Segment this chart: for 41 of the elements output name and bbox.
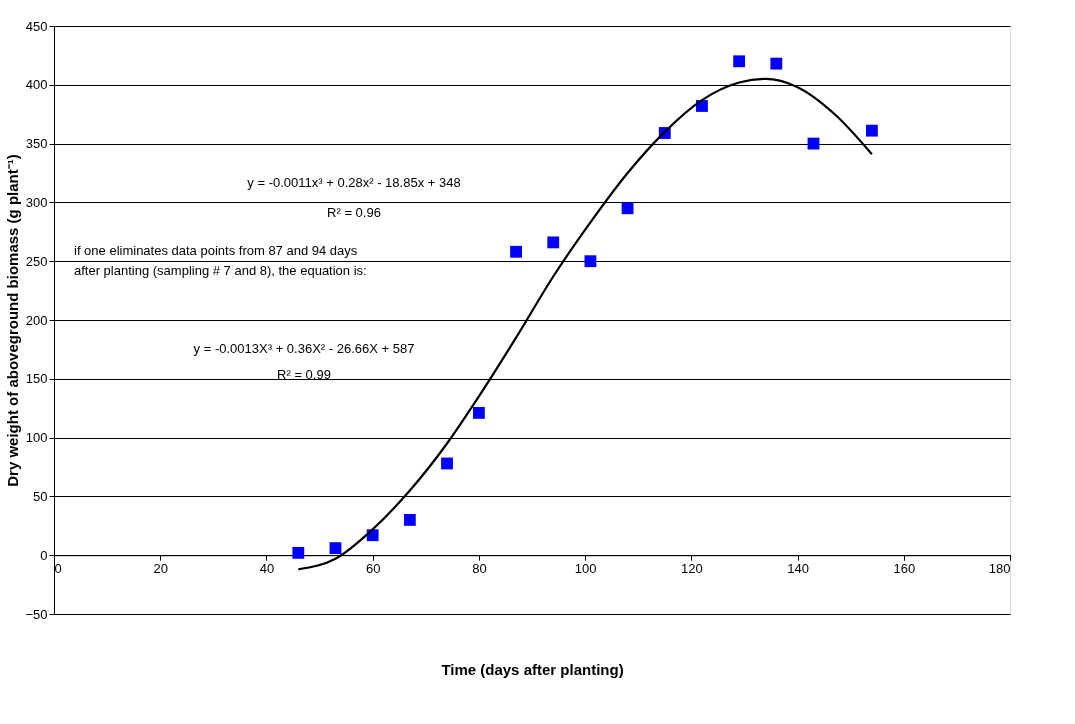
annotation: if one eliminates data points from 87 and 94 days after planting (sampling # 7 and 8), the equation is: — [74, 243, 367, 278]
y-tick-label: 250 — [25, 253, 48, 269]
annotation: y = -0.0011x³ + 0.28x² - 18.85x + 348 — [247, 175, 461, 190]
annotation: R² = 0.99 — [277, 367, 331, 382]
x-tick-label: 140 — [787, 560, 809, 576]
y-tick-label: 100 — [25, 430, 48, 446]
x-tick-label: 180 — [988, 560, 1011, 576]
point — [584, 255, 597, 268]
annotation: R² = 0.96 — [327, 205, 381, 220]
x-tick-label: 0 — [54, 560, 62, 576]
y-tick-label: 350 — [25, 136, 48, 152]
y-tick-label: 400 — [25, 77, 48, 93]
x-tick-label: 120 — [680, 560, 703, 576]
x-tick-label: 60 — [365, 560, 381, 576]
x-tick-label: 40 — [259, 560, 275, 576]
point — [441, 457, 453, 470]
x-tick-label: 80 — [472, 560, 487, 576]
x-tick-label: 100 — [574, 560, 597, 576]
x-tick-label: 20 — [153, 560, 168, 576]
y-tick-label: 50 — [33, 488, 48, 504]
y-tick-label: −50 — [25, 606, 48, 622]
point — [733, 55, 746, 68]
y-tick-label: 300 — [25, 194, 48, 210]
y-tick-label: 200 — [25, 312, 48, 328]
x-tick-label: 160 — [893, 560, 916, 576]
point — [472, 406, 485, 419]
y-tick-label: 450 — [25, 18, 48, 34]
point — [547, 236, 560, 249]
point — [807, 137, 820, 150]
point — [403, 514, 416, 526]
y-tick-label: 0 — [40, 547, 48, 563]
point — [292, 546, 305, 559]
point — [770, 57, 783, 70]
annotation: y = -0.0013X³ + 0.36X² - 26.66X + 587 — [193, 341, 415, 356]
y-tick-label: 150 — [25, 371, 48, 387]
point — [866, 124, 878, 137]
x-axis-title: Time (days after planting) — [441, 660, 624, 678]
y-axis-title: Dry weight of aboveground biomass (g plant⁻¹) — [4, 154, 22, 487]
point — [621, 202, 634, 215]
point — [510, 245, 522, 258]
point — [329, 542, 342, 555]
